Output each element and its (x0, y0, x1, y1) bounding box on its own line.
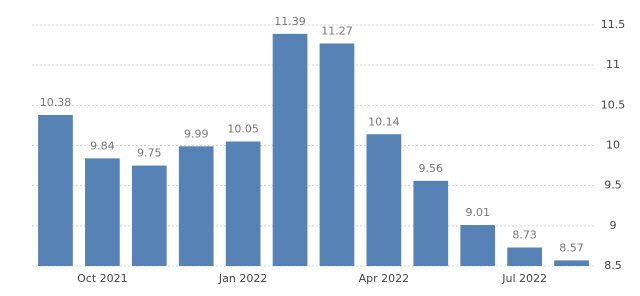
x-tick-label: Oct 2021 (77, 272, 128, 285)
bar (225, 141, 261, 266)
y-tick-label: 10.5 (601, 98, 626, 111)
bar (460, 225, 496, 266)
bar (366, 134, 402, 266)
y-tick-label: 9.5 (604, 179, 622, 192)
value-label: 8.73 (512, 229, 537, 242)
value-label: 9.56 (419, 162, 444, 175)
bar (85, 158, 120, 266)
bar (507, 247, 542, 266)
value-label: 11.39 (274, 15, 306, 28)
value-label: 9.01 (465, 206, 490, 219)
bar (554, 260, 589, 266)
value-label: 11.27 (321, 24, 353, 37)
value-label: 9.99 (184, 127, 209, 140)
y-tick-label: 10 (606, 139, 620, 152)
y-tick-label: 8.5 (604, 259, 622, 272)
y-tick-label: 9 (610, 219, 617, 232)
y-tick-label: 11.5 (601, 18, 626, 31)
value-label: 10.38 (40, 96, 72, 109)
value-label: 10.14 (368, 115, 400, 128)
bar (38, 114, 73, 267)
bar (319, 43, 355, 266)
bar (413, 180, 449, 266)
x-tick-label: Apr 2022 (359, 272, 410, 285)
value-label: 8.57 (559, 241, 584, 254)
bar (178, 146, 214, 266)
y-tick-label: 11 (606, 58, 620, 71)
bar (131, 165, 167, 266)
x-tick-label: Jan 2022 (218, 272, 267, 285)
value-label: 10.05 (227, 122, 259, 135)
value-label: 9.75 (137, 147, 162, 160)
value-label: 9.84 (90, 139, 115, 152)
bar (272, 33, 308, 266)
x-tick-label: Jul 2022 (501, 272, 547, 285)
